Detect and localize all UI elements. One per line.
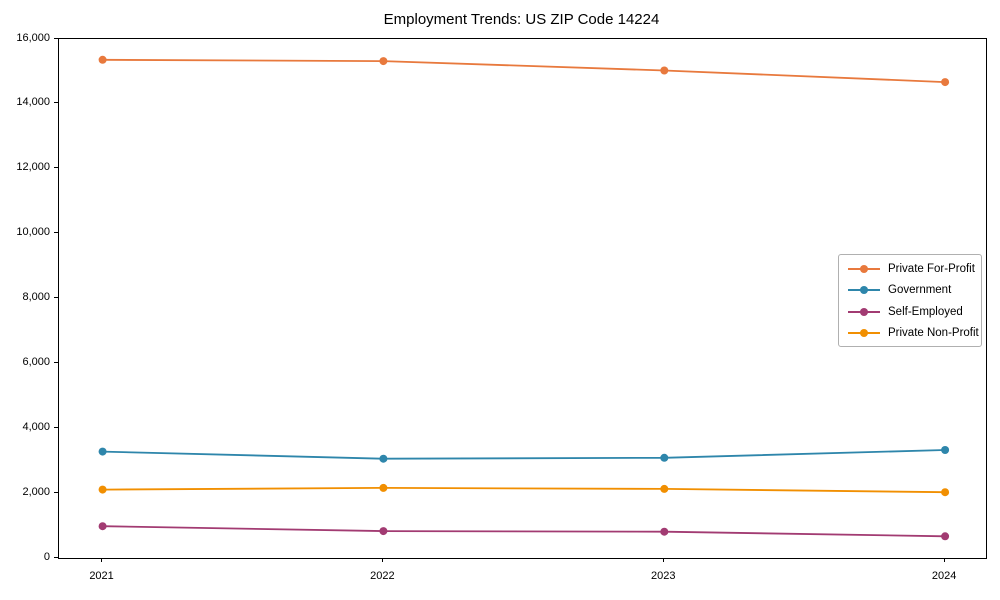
y-tick-mark [54, 426, 58, 428]
chart-title: Employment Trends: US ZIP Code 14224 [383, 11, 660, 28]
data-point-marker [660, 527, 669, 536]
data-point-marker [941, 532, 950, 541]
data-point-marker [379, 57, 388, 66]
y-tick-label: 8,000 [22, 291, 50, 303]
x-tick-mark [101, 558, 103, 562]
legend-line-marker-icon [848, 286, 880, 295]
y-tick-mark [54, 232, 58, 234]
y-tick-mark [54, 361, 58, 363]
legend-item: Private Non-Profit [839, 323, 981, 345]
y-tick-mark [54, 556, 58, 558]
legend-item: Private For-Profit [839, 258, 981, 280]
data-point-marker [379, 483, 388, 492]
data-point-marker [98, 522, 107, 531]
x-tick-mark [381, 558, 383, 562]
legend-item: Self-Employed [839, 301, 981, 323]
x-tick-mark [662, 558, 664, 562]
y-tick-mark [54, 102, 58, 104]
data-point-marker [941, 78, 950, 87]
x-tick-label: 2024 [931, 570, 957, 582]
x-tick-label: 2021 [89, 570, 114, 582]
y-tick-mark [54, 491, 58, 493]
legend-label: Self-Employed [888, 305, 963, 318]
x-tick-label: 2022 [370, 570, 395, 582]
x-tick-label: 2023 [651, 570, 676, 582]
x-tick-mark [943, 558, 945, 562]
series-line [102, 449, 946, 460]
series-line [102, 525, 946, 538]
series-line [102, 486, 946, 494]
y-tick-mark [54, 297, 58, 298]
y-tick-label: 10,000 [16, 226, 50, 239]
data-point-marker [98, 447, 107, 456]
legend-item: Government [839, 280, 981, 302]
data-point-marker [379, 527, 388, 536]
y-tick-label: 2,000 [22, 485, 50, 498]
legend-label: Private Non-Profit [888, 327, 979, 340]
legend-line-marker-icon [848, 264, 880, 273]
data-point-marker [941, 488, 950, 497]
data-point-marker [379, 454, 388, 463]
line-chart-svg [98, 55, 950, 541]
y-tick-label: 0 [43, 550, 50, 563]
data-point-marker [660, 453, 669, 462]
y-tick-label: 16,000 [16, 31, 50, 44]
data-point-marker [941, 446, 950, 454]
data-point-marker [660, 66, 669, 75]
data-point-marker [660, 484, 669, 493]
plot-area [58, 38, 987, 559]
legend-label: Government [888, 284, 952, 297]
y-tick-mark [54, 167, 58, 169]
y-tick-label: 4,000 [22, 420, 50, 433]
legend-line-marker-icon [848, 329, 880, 338]
y-tick-label: 14,000 [16, 96, 50, 109]
y-tick-mark [54, 37, 58, 39]
data-point-marker [98, 55, 107, 64]
legend-line-marker-icon [848, 307, 880, 316]
legend-label: Private For-Profit [888, 262, 975, 275]
y-tick-label: 6,000 [22, 355, 50, 368]
data-point-marker [98, 485, 107, 494]
series-line [102, 58, 946, 83]
legend: Private For-Profit Government Self-Employe… [838, 254, 982, 347]
y-tick-label: 12,000 [16, 161, 50, 174]
